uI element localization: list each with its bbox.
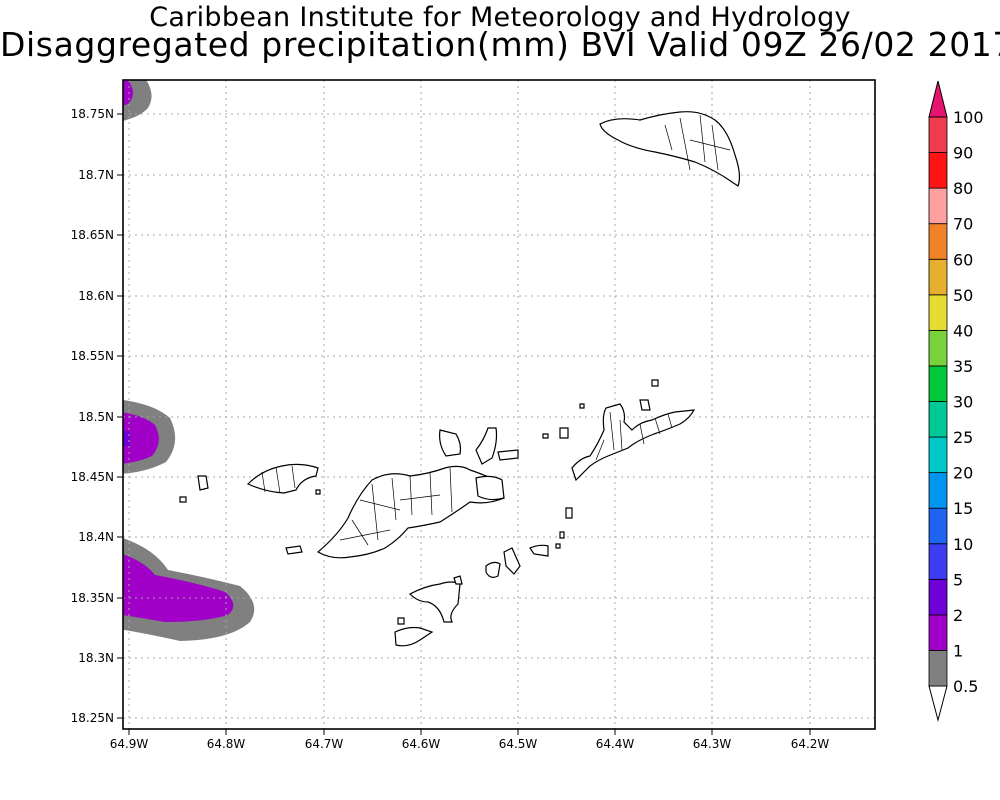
colorbar-arrow-low (928, 685, 948, 722)
title-line-2: Disaggregated precipitation(mm) BVI Vali… (0, 25, 1000, 64)
colorbar-level-label: 70 (953, 215, 973, 234)
colorbar-segment (928, 294, 948, 331)
y-tick-label: 18.35N (71, 591, 114, 605)
small-cays (179, 379, 659, 585)
x-tick-label: 64.4W (596, 737, 635, 751)
y-tick-label: 18.75N (71, 107, 114, 121)
colorbar-level-label: 100 (953, 108, 984, 127)
jost-van-dyke-island (246, 463, 319, 494)
colorbar-level-label: 30 (953, 393, 973, 412)
colorbar-segment (928, 578, 948, 616)
colorbar-segment (928, 650, 948, 687)
colorbar-level-label: 15 (953, 499, 973, 518)
tick-marks (117, 113, 811, 735)
precip-area-southwest (123, 538, 255, 641)
precipitation-layer (123, 80, 255, 641)
x-tick-label: 64.2W (791, 737, 830, 751)
cooper-ginger-islands (485, 544, 549, 578)
colorbar-segment (928, 116, 948, 153)
colorbar-segment (928, 436, 948, 474)
y-tick-label: 18.65N (71, 228, 114, 242)
precip-area-west (123, 400, 176, 474)
title-line-1: Caribbean Institute for Meteorology and … (149, 2, 851, 33)
y-tick-label: 18.45N (71, 470, 114, 484)
x-tick-label: 64.3W (693, 737, 732, 751)
y-tick-label: 18.55N (71, 349, 114, 363)
x-axis-labels: 64.9W 64.8W 64.7W 64.6W 64.5W 64.4W 64.3… (110, 737, 830, 751)
y-tick-label: 18.6N (78, 289, 114, 303)
y-tick-label: 18.7N (78, 168, 114, 182)
plot-frame (122, 79, 876, 730)
colorbar-level-label: 1 (953, 641, 963, 660)
colorbar-segment (928, 365, 948, 402)
y-tick-label: 18.3N (78, 651, 114, 665)
colorbar-level-label: 25 (953, 428, 973, 447)
colorbar-segment (928, 472, 948, 509)
colorbar-arrow-high (928, 80, 948, 118)
colorbar-segment (928, 329, 948, 367)
colorbar-level-label: 2 (953, 606, 963, 625)
anegada-island (599, 111, 741, 187)
x-tick-label: 64.9W (110, 737, 149, 751)
y-axis-labels: 18.75N 18.7N 18.65N 18.6N 18.55N 18.5N 1… (71, 107, 114, 725)
colorbar-level-label: 80 (953, 179, 973, 198)
colorbar-segment (928, 614, 948, 651)
colorbar-level-label: 5 (953, 570, 963, 589)
precip-area-northwest (123, 80, 152, 121)
islands-layer (179, 111, 741, 647)
colorbar-segment (928, 152, 948, 189)
colorbar-level-label: 35 (953, 357, 973, 376)
colorbar-level-label: 20 (953, 464, 973, 483)
colorbar-level-label: 40 (953, 321, 973, 340)
y-tick-label: 18.5N (78, 410, 114, 424)
x-tick-label: 64.5W (499, 737, 538, 751)
x-tick-label: 64.8W (207, 737, 246, 751)
colorbar-segment (928, 258, 948, 296)
colorbar-segment (928, 401, 948, 438)
beef-island (475, 475, 505, 501)
y-tick-label: 18.25N (71, 711, 114, 725)
colorbar-segment (928, 543, 948, 580)
virgin-gorda-island (571, 403, 696, 482)
colorbar-level-label: 50 (953, 286, 973, 305)
colorbar-level-label: 0.5 (953, 677, 978, 696)
norman-peter-islands (394, 581, 461, 647)
colorbar-level-label: 10 (953, 535, 973, 554)
guana-island (439, 429, 462, 457)
colorbar-segment (928, 507, 948, 545)
great-camanoe-island (475, 427, 519, 465)
colorbar-level-label: 60 (953, 250, 973, 269)
colorbar-level-label: 90 (953, 144, 973, 163)
x-tick-label: 64.7W (305, 737, 344, 751)
colorbar-segment (928, 187, 948, 225)
colorbar-segment (928, 223, 948, 260)
x-tick-label: 64.6W (402, 737, 441, 751)
y-tick-label: 18.4N (78, 530, 114, 544)
grid-lines (123, 80, 875, 729)
